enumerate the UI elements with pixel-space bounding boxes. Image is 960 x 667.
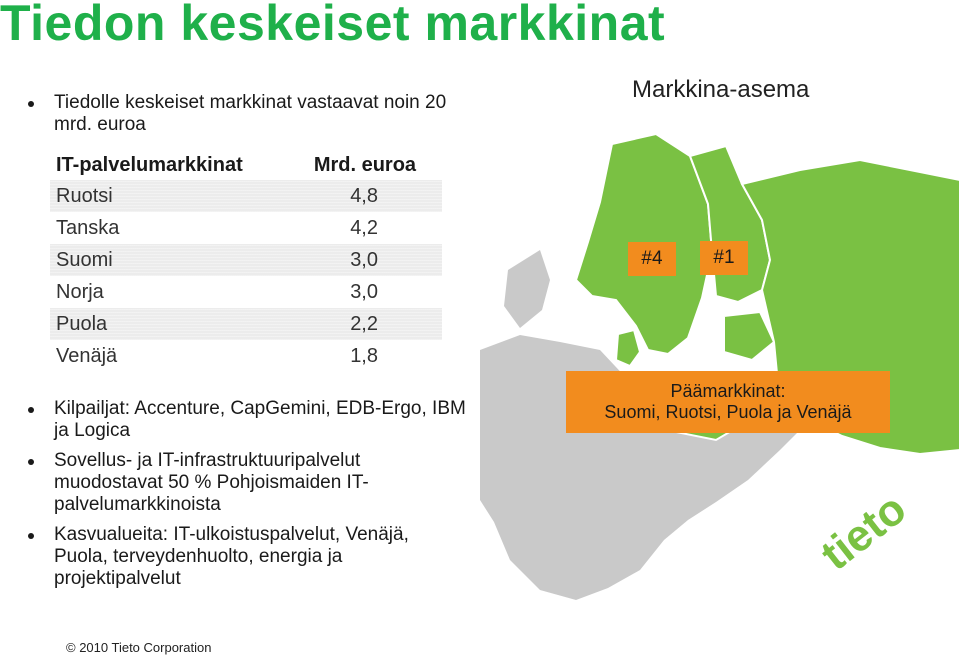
map-title: Markkina-asema — [632, 76, 810, 103]
country-cell: Ruotsi — [50, 180, 276, 212]
main-markets-callout: Päämarkkinat: Suomi, Ruotsi, Puola ja Ve… — [566, 371, 890, 433]
table-row: Puola 2,2 — [50, 308, 442, 340]
rank-badge-sweden: #4 — [628, 242, 676, 276]
main-markets-title: Päämarkkinat: — [670, 381, 786, 401]
growth-areas-bullet: Kasvualueita: IT-ulkoistuspalvelut, Venä… — [28, 524, 468, 590]
market-column-header: IT-palvelumarkkinat — [56, 153, 243, 176]
detail-bullet-list: Kilpailjat: Accenture, CapGemini, EDB-Er… — [28, 398, 468, 598]
value-cell: 1,8 — [350, 344, 378, 367]
copyright-notice: © 2010 Tieto Corporation — [66, 640, 212, 655]
value-cell: 3,0 — [350, 280, 378, 303]
country-cell: Suomi — [50, 244, 276, 276]
page-title: Tiedon keskeiset markkinat — [0, 0, 666, 51]
british-isles-shape — [504, 250, 550, 328]
country-cell: Tanska — [56, 216, 120, 239]
competitors-bullet: Kilpailjat: Accenture, CapGemini, EDB-Er… — [28, 398, 468, 442]
denmark-shape — [614, 328, 642, 368]
table-row: Ruotsi 4,8 — [50, 180, 442, 212]
country-cell: Norja — [56, 280, 104, 303]
continental-europe-shape — [480, 335, 810, 600]
services-share-bullet: Sovellus- ja IT-infrastruktuuripalvelut … — [28, 450, 468, 516]
tieto-logo-text: tieto — [812, 484, 915, 580]
tieto-logo: tieto — [812, 484, 915, 580]
country-cell: Puola — [50, 308, 276, 340]
value-cell: 2,2 — [275, 308, 442, 340]
main-markets-list: Suomi, Ruotsi, Puola ja Venäjä — [604, 402, 852, 422]
table-row: Norja 3,0 — [50, 276, 442, 308]
country-cell: Venäjä — [56, 344, 118, 367]
rank-badge-finland: #1 — [700, 241, 748, 275]
intro-bullet: Tiedolle keskeiset markkinat vastaavat n… — [28, 92, 468, 136]
value-cell: 4,8 — [275, 180, 442, 212]
value-cell: 3,0 — [275, 244, 442, 276]
intro-bullet-list: Tiedolle keskeiset markkinat vastaavat n… — [28, 92, 468, 136]
table-row: Tanska 4,2 — [50, 212, 442, 244]
baltics-shape — [723, 310, 776, 362]
it-market-table: IT-palvelumarkkinat Mrd. euroa Ruotsi 4,… — [50, 150, 442, 372]
value-cell: 4,2 — [350, 216, 378, 239]
table-row: Venäjä 1,8 — [50, 340, 442, 372]
value-column-header: Mrd. euroa — [313, 153, 417, 176]
table-row: Suomi 3,0 — [50, 244, 442, 276]
